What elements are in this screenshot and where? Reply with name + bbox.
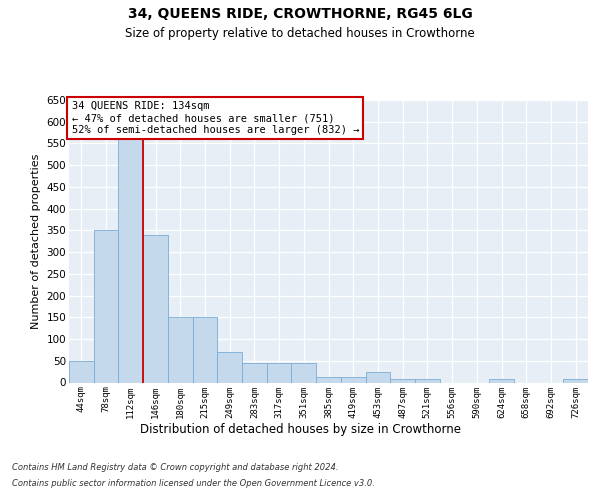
Bar [118,113,143,382]
Bar [415,379,440,382]
Bar [365,372,390,382]
Text: Size of property relative to detached houses in Crowthorne: Size of property relative to detached ho… [125,28,475,40]
Bar [242,363,267,382]
Bar [217,352,242,382]
Bar [563,379,588,382]
Bar [69,361,94,382]
Text: 34 QUEENS RIDE: 134sqm
← 47% of detached houses are smaller (751)
52% of semi-de: 34 QUEENS RIDE: 134sqm ← 47% of detached… [71,102,359,134]
Text: Contains HM Land Registry data © Crown copyright and database right 2024.: Contains HM Land Registry data © Crown c… [12,462,338,471]
Bar [341,378,365,382]
Bar [267,363,292,382]
Bar [193,318,217,382]
Text: Distribution of detached houses by size in Crowthorne: Distribution of detached houses by size … [139,422,461,436]
Bar [390,379,415,382]
Y-axis label: Number of detached properties: Number of detached properties [31,154,41,329]
Text: 34, QUEENS RIDE, CROWTHORNE, RG45 6LG: 34, QUEENS RIDE, CROWTHORNE, RG45 6LG [128,8,472,22]
Bar [292,363,316,382]
Bar [489,379,514,382]
Bar [94,230,118,382]
Text: Contains public sector information licensed under the Open Government Licence v3: Contains public sector information licen… [12,479,375,488]
Bar [143,234,168,382]
Bar [168,318,193,382]
Bar [316,378,341,382]
